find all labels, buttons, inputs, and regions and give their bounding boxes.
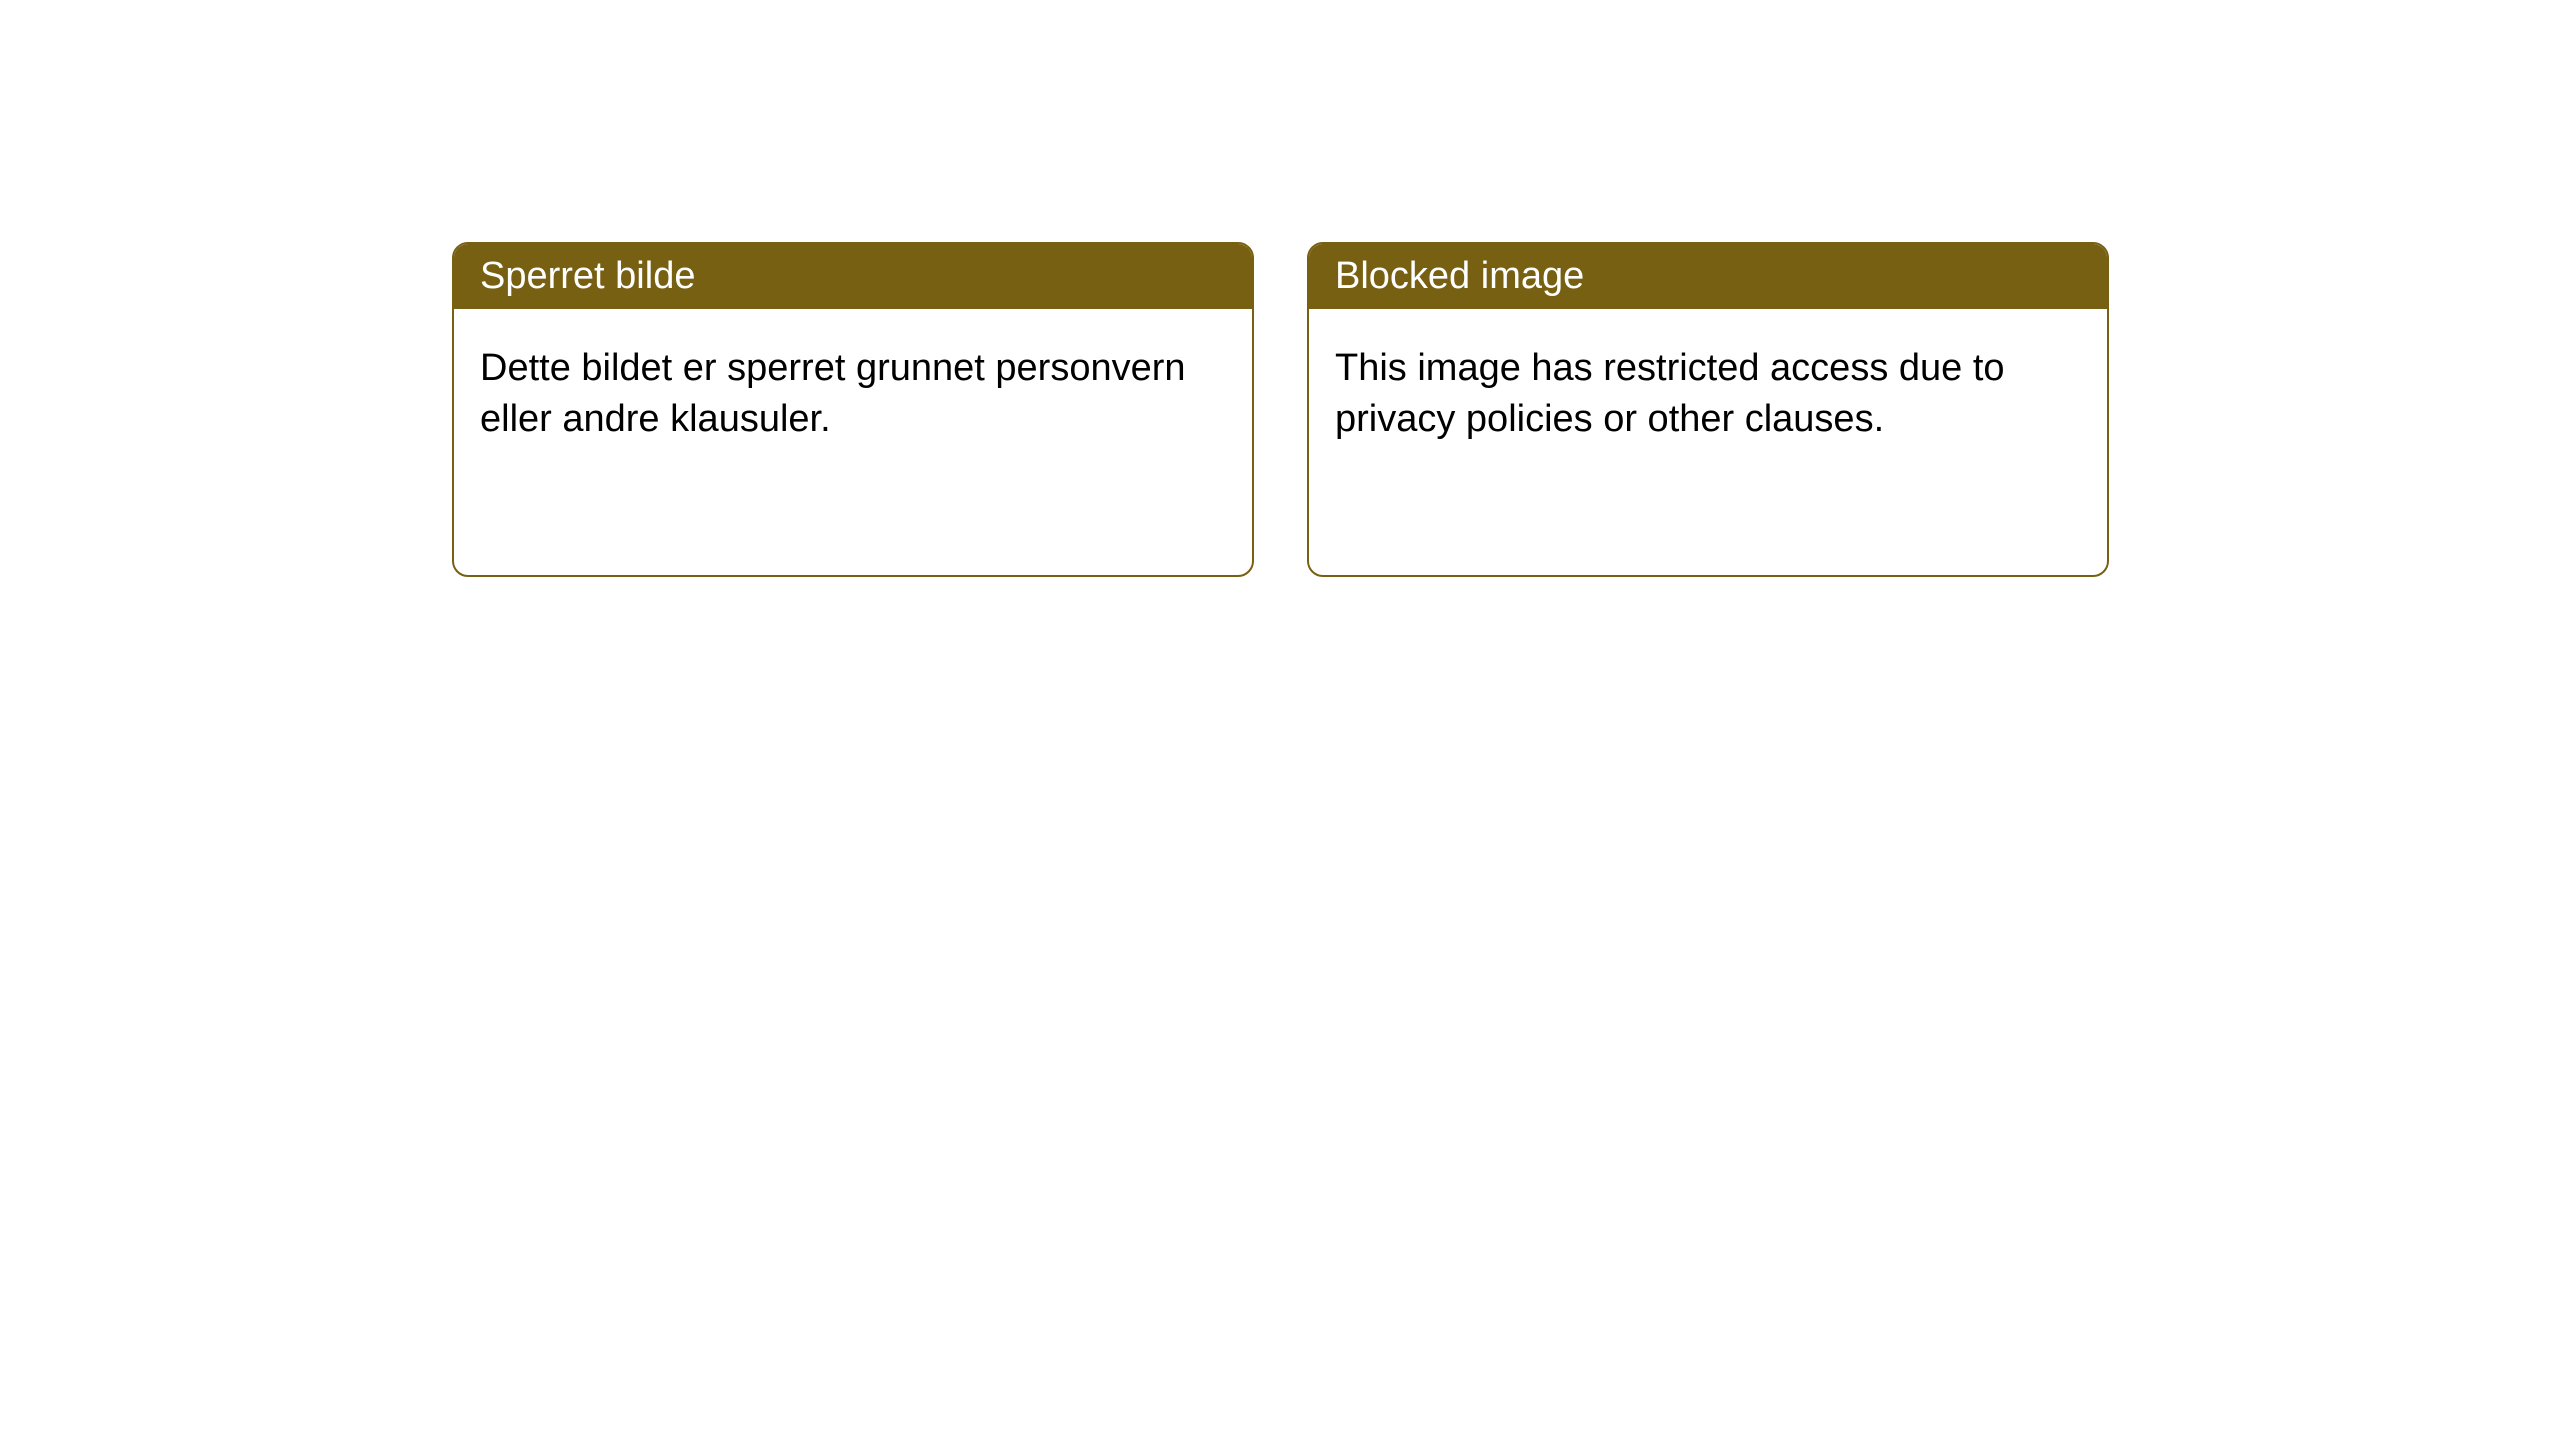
notice-cards-container: Sperret bilde Dette bildet er sperret gr… bbox=[452, 242, 2109, 577]
card-header: Blocked image bbox=[1309, 244, 2107, 309]
card-header-text: Sperret bilde bbox=[480, 255, 695, 297]
notice-card-norwegian: Sperret bilde Dette bildet er sperret gr… bbox=[452, 242, 1254, 577]
notice-card-english: Blocked image This image has restricted … bbox=[1307, 242, 2109, 577]
card-body: Dette bildet er sperret grunnet personve… bbox=[454, 309, 1252, 480]
card-header: Sperret bilde bbox=[454, 244, 1252, 309]
card-header-text: Blocked image bbox=[1335, 255, 1584, 297]
card-body: This image has restricted access due to … bbox=[1309, 309, 2107, 480]
card-body-text: Dette bildet er sperret grunnet personve… bbox=[480, 347, 1186, 440]
card-body-text: This image has restricted access due to … bbox=[1335, 347, 2005, 440]
